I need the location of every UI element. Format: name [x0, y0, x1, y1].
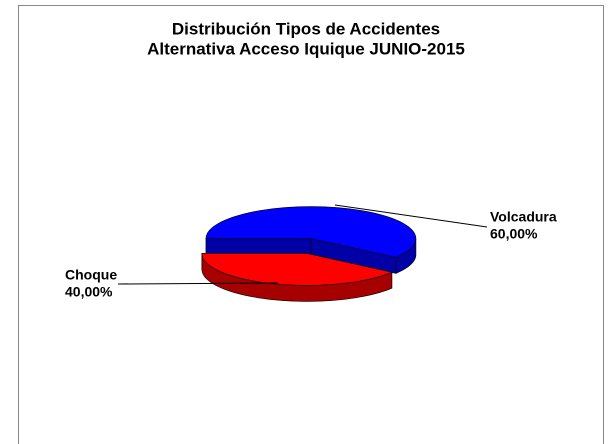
pie-slice	[201, 253, 393, 286]
slice-label: Choque	[65, 267, 117, 283]
chart-subtitle: Alternativa Acceso Iquique JUNIO-2015	[147, 39, 465, 58]
slice-label: Volcadura	[490, 209, 557, 225]
pie-slice	[205, 206, 417, 258]
leader-line	[117, 282, 279, 285]
slice-value-label: 40,00%	[65, 284, 113, 300]
slice-side	[205, 238, 312, 255]
leader-line	[334, 204, 488, 228]
chart-title: Distribución Tipos de Accidentes	[172, 19, 440, 38]
slice-value-label: 60,00%	[490, 226, 538, 242]
